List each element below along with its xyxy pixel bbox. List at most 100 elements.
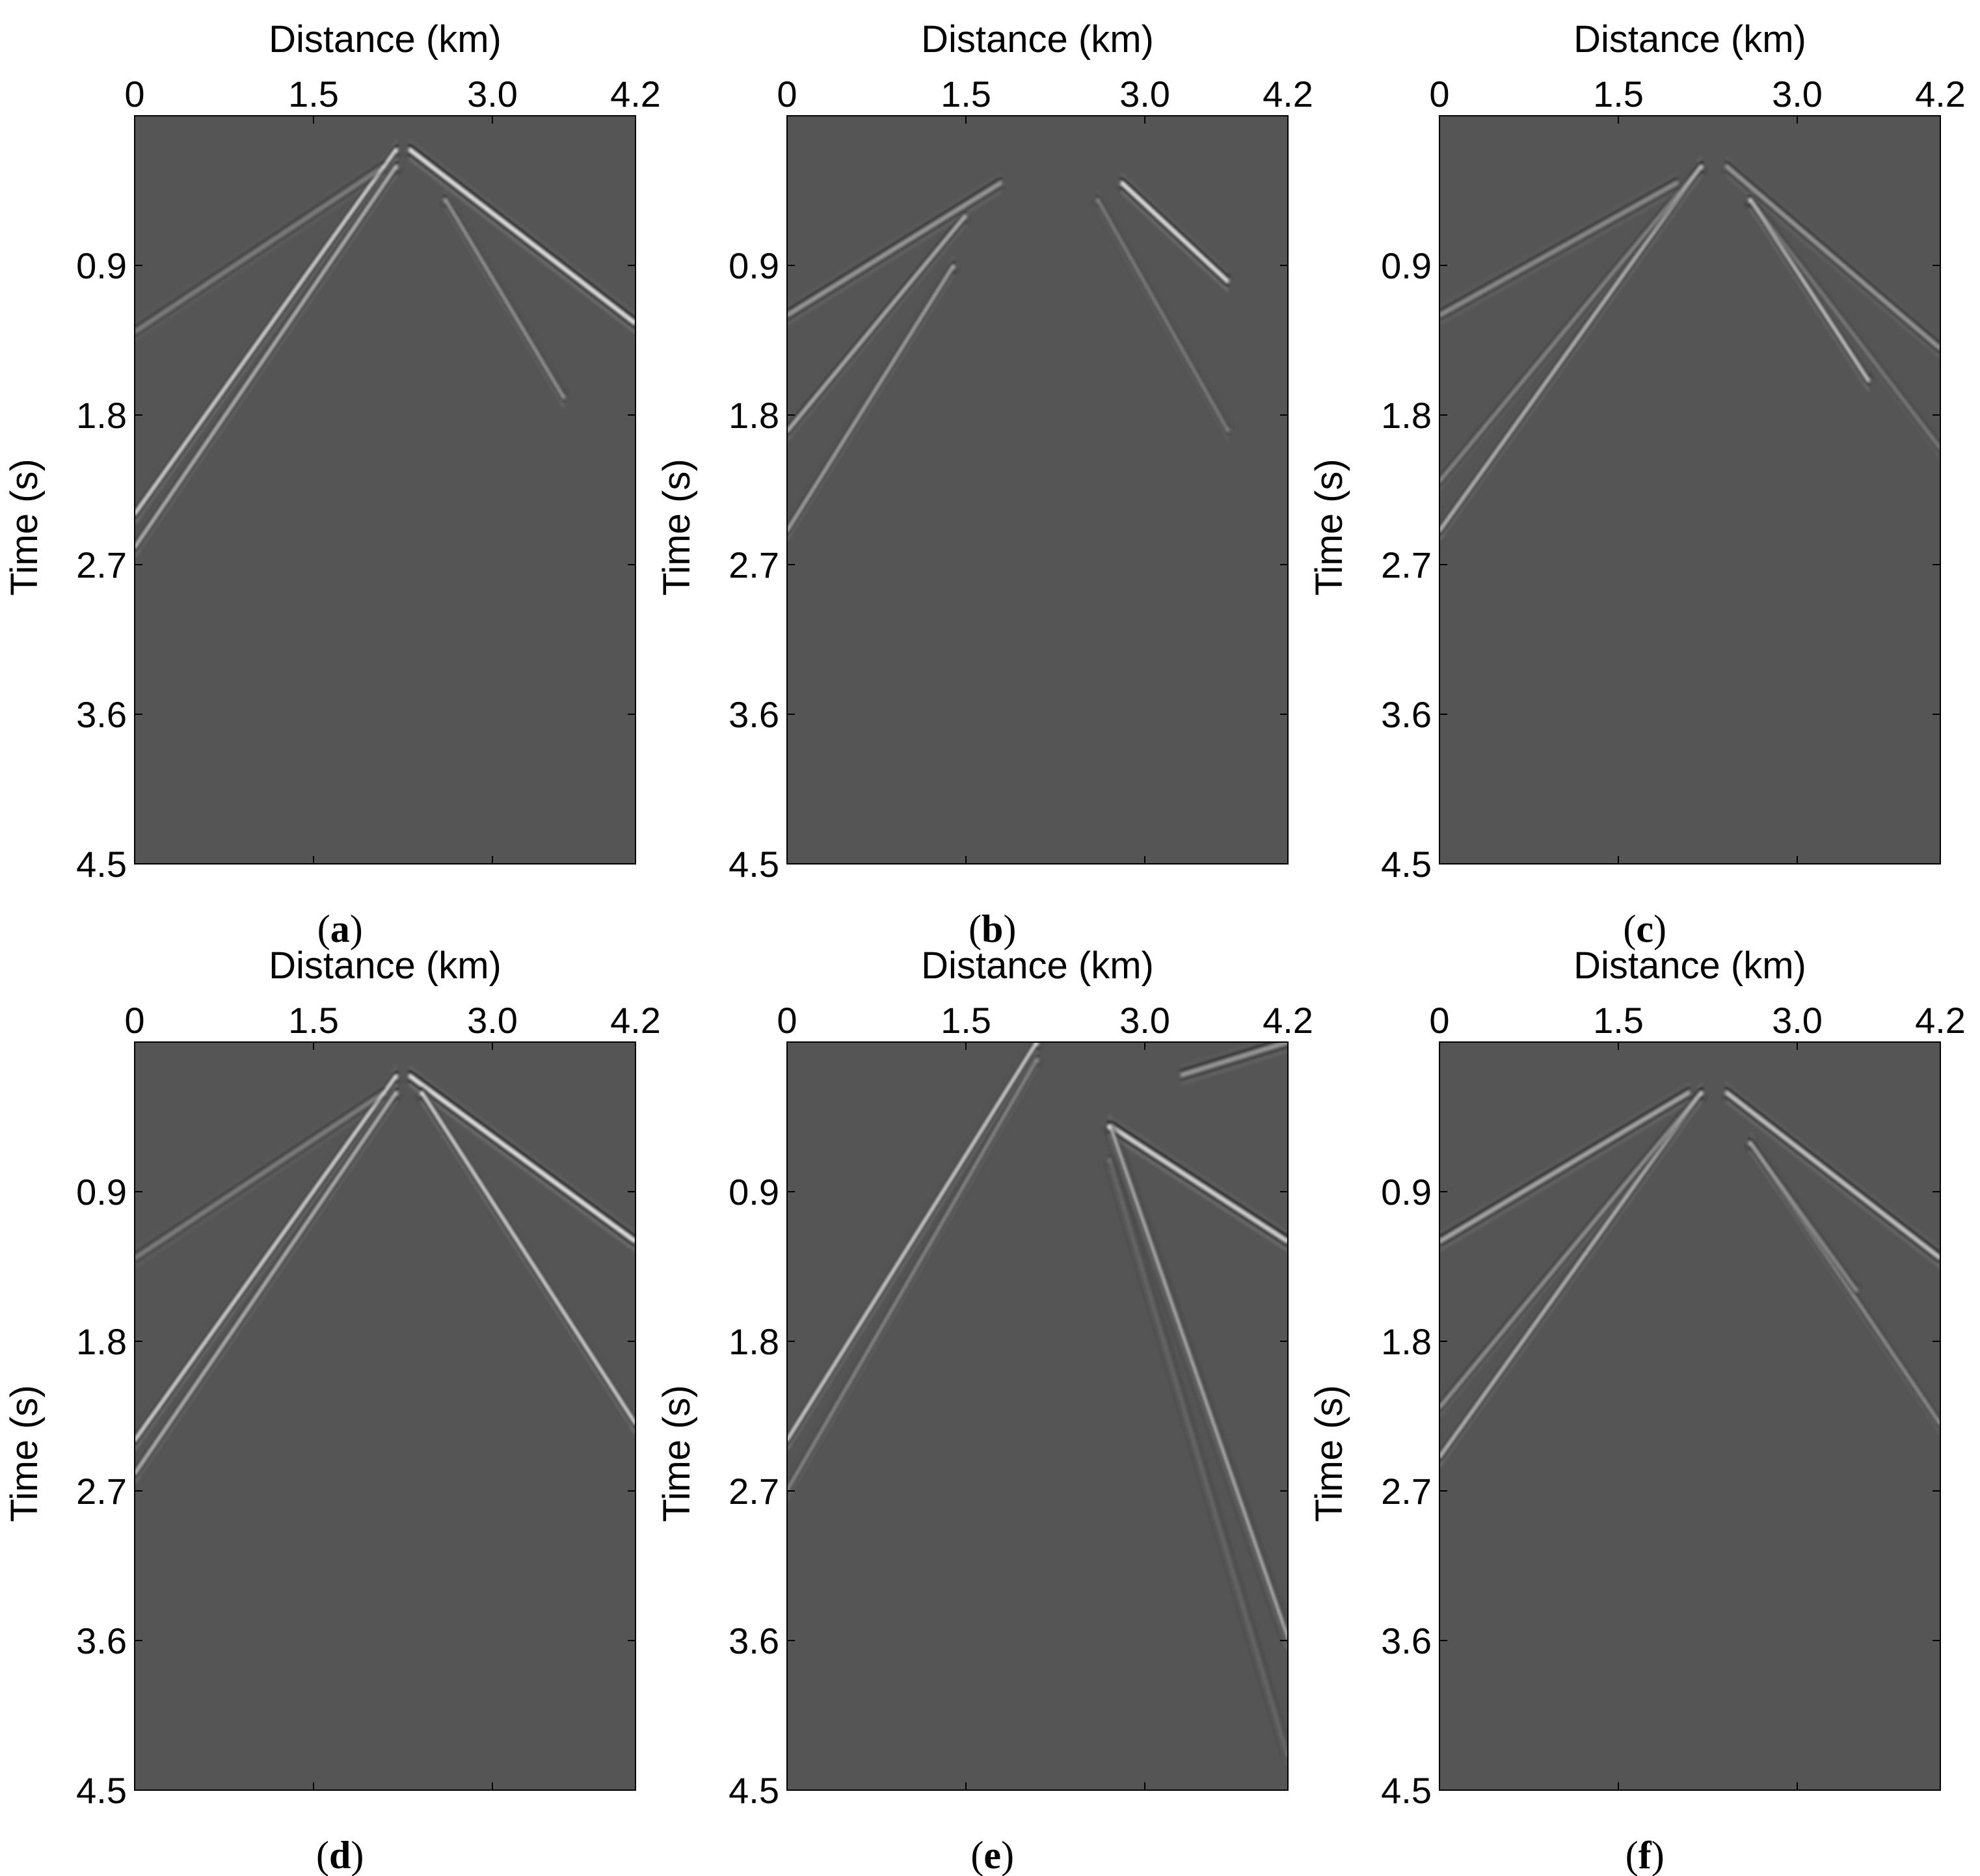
panel-caption: (d) — [316, 1834, 364, 1876]
event-5 — [135, 1082, 390, 1268]
x-tick-label: 3.0 — [1772, 74, 1823, 114]
y-tick-label: 2.7 — [1381, 1471, 1432, 1512]
plot-background — [135, 116, 635, 864]
event-3 — [1439, 172, 1682, 325]
x-tick-label: 0 — [1429, 1000, 1449, 1041]
y-tick-label: 2.7 — [1381, 544, 1432, 585]
x-tick-label: 3.0 — [1772, 1000, 1823, 1041]
y-axis-label: Time (s) — [656, 459, 698, 595]
y-axis-label: Time (s) — [3, 1385, 46, 1521]
x-axis-label: Distance (km) — [1573, 945, 1806, 987]
event-3 — [404, 139, 635, 334]
y-axis-label: Time (s) — [3, 459, 46, 595]
y-tick-label: 4.5 — [729, 1770, 779, 1811]
x-tick-label: 0 — [1429, 74, 1449, 114]
x-tick-label: 3.0 — [467, 1000, 518, 1041]
event-4 — [1102, 1116, 1288, 1650]
event-2 — [1439, 1082, 1707, 1418]
x-tick-label: 1.5 — [1593, 74, 1644, 114]
event-6 — [1743, 1132, 1863, 1302]
event-4 — [438, 189, 570, 409]
axes-frame — [1439, 1041, 1941, 1791]
seismic-events — [135, 139, 635, 558]
x-tick-label: 1.5 — [941, 1000, 991, 1041]
axes-frame — [786, 115, 1289, 864]
seismic-events — [787, 1042, 1288, 1767]
event-4 — [414, 1082, 635, 1434]
x-tick-label: 1.5 — [1593, 1000, 1644, 1041]
y-tick-label: 3.6 — [76, 694, 127, 735]
axes-frame — [134, 115, 636, 864]
y-tick-label: 1.8 — [76, 395, 127, 436]
y-tick-label: 1.8 — [76, 1321, 127, 1362]
panel-f: 0 1.5 3.0 4.2 0.9 1.8 2.7 3.6 4.5 Distance (km) Ti… — [1308, 945, 1966, 1876]
x-tick-label: 1.5 — [288, 1000, 339, 1041]
y-tick-label: 0.9 — [1381, 1172, 1432, 1213]
y-tick-label: 4.5 — [1381, 844, 1432, 885]
event-2 — [1439, 155, 1707, 492]
event-2 — [787, 206, 972, 442]
seismic-events — [787, 172, 1235, 541]
event-4 — [1721, 1082, 1940, 1268]
axes-frame — [786, 1041, 1289, 1791]
y-tick-label: 2.7 — [729, 544, 779, 585]
seismic-events — [1439, 155, 1940, 541]
plot-background — [787, 116, 1288, 864]
x-tick-label: 0 — [124, 1000, 144, 1041]
y-axis-label: Time (s) — [1308, 459, 1350, 595]
x-tick-label: 4.2 — [1263, 1000, 1313, 1041]
y-axis-label: Time (s) — [656, 1385, 698, 1521]
x-tick-label: 0 — [777, 1000, 797, 1041]
event-6 — [1743, 189, 1940, 459]
seismic-events — [1439, 1082, 1940, 1467]
event-2 — [787, 1049, 1044, 1501]
event-2 — [135, 155, 403, 558]
y-tick-label: 1.8 — [1381, 1321, 1432, 1362]
event-5 — [135, 155, 390, 342]
event-5 — [1102, 1149, 1288, 1767]
x-tick-label: 4.2 — [1915, 74, 1966, 114]
x-tick-label: 3.0 — [1119, 74, 1170, 114]
x-axis-label: Distance (km) — [269, 945, 502, 987]
panel-caption: (f) — [1625, 1834, 1665, 1876]
panel-caption: (a) — [317, 907, 363, 950]
y-tick-label: 1.8 — [1381, 395, 1432, 436]
x-tick-label: 0 — [777, 74, 797, 114]
y-tick-label: 2.7 — [76, 544, 127, 585]
y-tick-label: 1.8 — [729, 1321, 779, 1362]
y-tick-label: 3.6 — [1381, 1620, 1432, 1661]
y-tick-label: 3.6 — [729, 1620, 779, 1661]
panel-d: 0 1.5 3.0 4.2 0.9 1.8 2.7 3.6 4.5 Distance (km) Ti… — [3, 945, 661, 1876]
panel-caption: (b) — [969, 907, 1016, 950]
x-tick-label: 4.2 — [1915, 1000, 1966, 1041]
x-tick-label: 3.0 — [1119, 1000, 1170, 1041]
panel-caption: (e) — [970, 1834, 1014, 1876]
panel-c: 0 1.5 3.0 4.2 0.9 1.8 2.7 3.6 4.5 Distance (km) Ti… — [1308, 18, 1966, 950]
y-tick-label: 0.9 — [1381, 245, 1432, 286]
event-6 — [1178, 1042, 1288, 1086]
y-axis-label: Time (s) — [1308, 1385, 1350, 1521]
y-tick-label: 0.9 — [729, 245, 779, 286]
x-tick-label: 3.0 — [467, 74, 518, 114]
event-3 — [1439, 1082, 1694, 1252]
y-tick-label: 1.8 — [729, 395, 779, 436]
y-tick-label: 4.5 — [76, 844, 127, 885]
y-tick-label: 4.5 — [729, 844, 779, 885]
x-axis-label: Distance (km) — [1573, 18, 1806, 60]
event-5 — [1091, 189, 1235, 442]
y-tick-label: 2.7 — [729, 1471, 779, 1512]
axes-frame — [134, 1041, 636, 1791]
event-3 — [405, 1065, 635, 1252]
x-tick-label: 1.5 — [941, 74, 991, 114]
plot-background — [1439, 116, 1940, 864]
event-1 — [787, 256, 960, 541]
x-axis-label: Distance (km) — [921, 18, 1154, 60]
event-4 — [1116, 172, 1233, 292]
event-2 — [135, 1082, 403, 1484]
panel-b: 0 1.5 3.0 4.2 0.9 1.8 2.7 3.6 4.5 Distance (km) Ti… — [656, 18, 1313, 950]
event-1 — [787, 1042, 1044, 1451]
y-tick-label: 3.6 — [729, 694, 779, 735]
y-tick-label: 3.6 — [76, 1620, 127, 1661]
event-1 — [135, 139, 403, 525]
